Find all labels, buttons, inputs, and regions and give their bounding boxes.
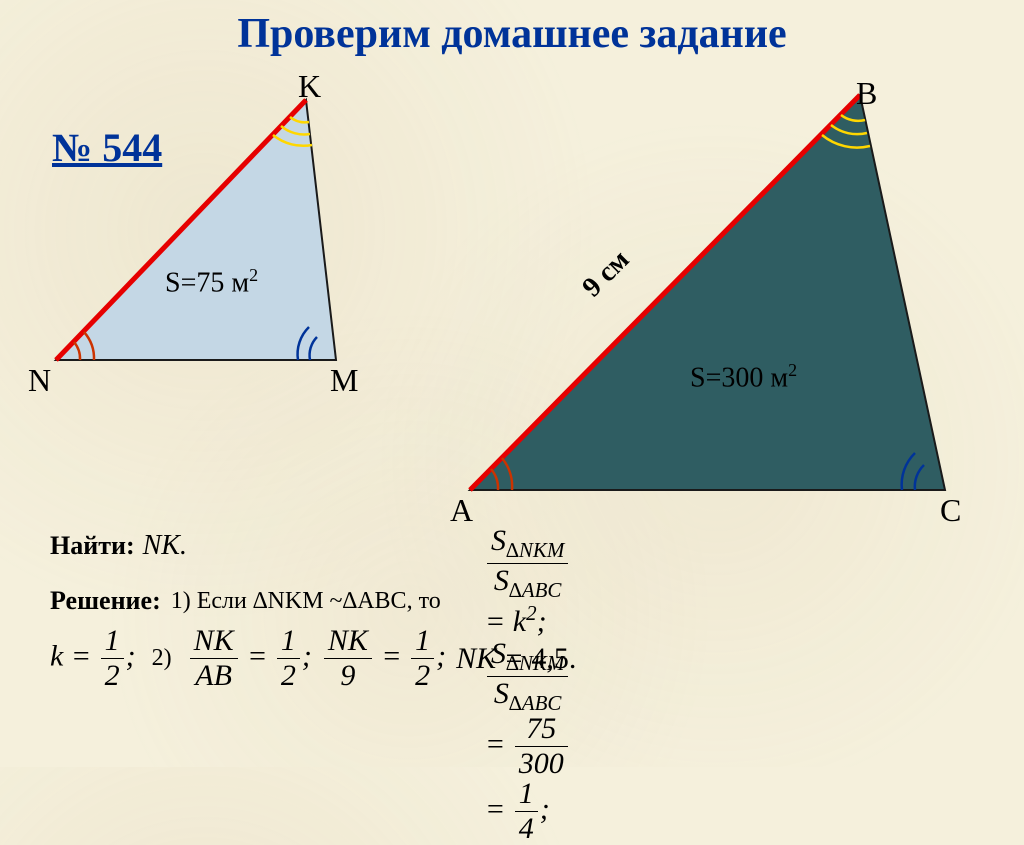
page-title: Проверим домашнее задание: [0, 0, 1024, 58]
area-label-2: S=300 м2: [690, 360, 797, 394]
solution-block: Найти: NK. S∆NKM S∆ABC = k2; S∆NKM S∆ABC…: [50, 530, 576, 691]
find-value: NK.: [143, 530, 187, 561]
vertex-a: A: [450, 492, 473, 529]
vertex-m: M: [330, 362, 358, 399]
vertex-k: K: [298, 68, 321, 105]
triangle-nkm: [26, 60, 386, 380]
find-label: Найти:: [50, 531, 135, 560]
vertex-b: B: [856, 75, 877, 112]
equation-ratio: S∆NKM S∆ABC = k2; S∆NKM S∆ABC = 75 300 =…: [485, 526, 576, 844]
vertex-n: N: [28, 362, 51, 399]
step1-text: 1) Если ∆NKM ~∆ABC, то: [171, 588, 441, 615]
solution-label: Решение:: [50, 586, 161, 616]
area-label-1: S=75 м2: [165, 265, 258, 299]
triangle-abc: [450, 80, 980, 520]
vertex-c: C: [940, 492, 961, 529]
